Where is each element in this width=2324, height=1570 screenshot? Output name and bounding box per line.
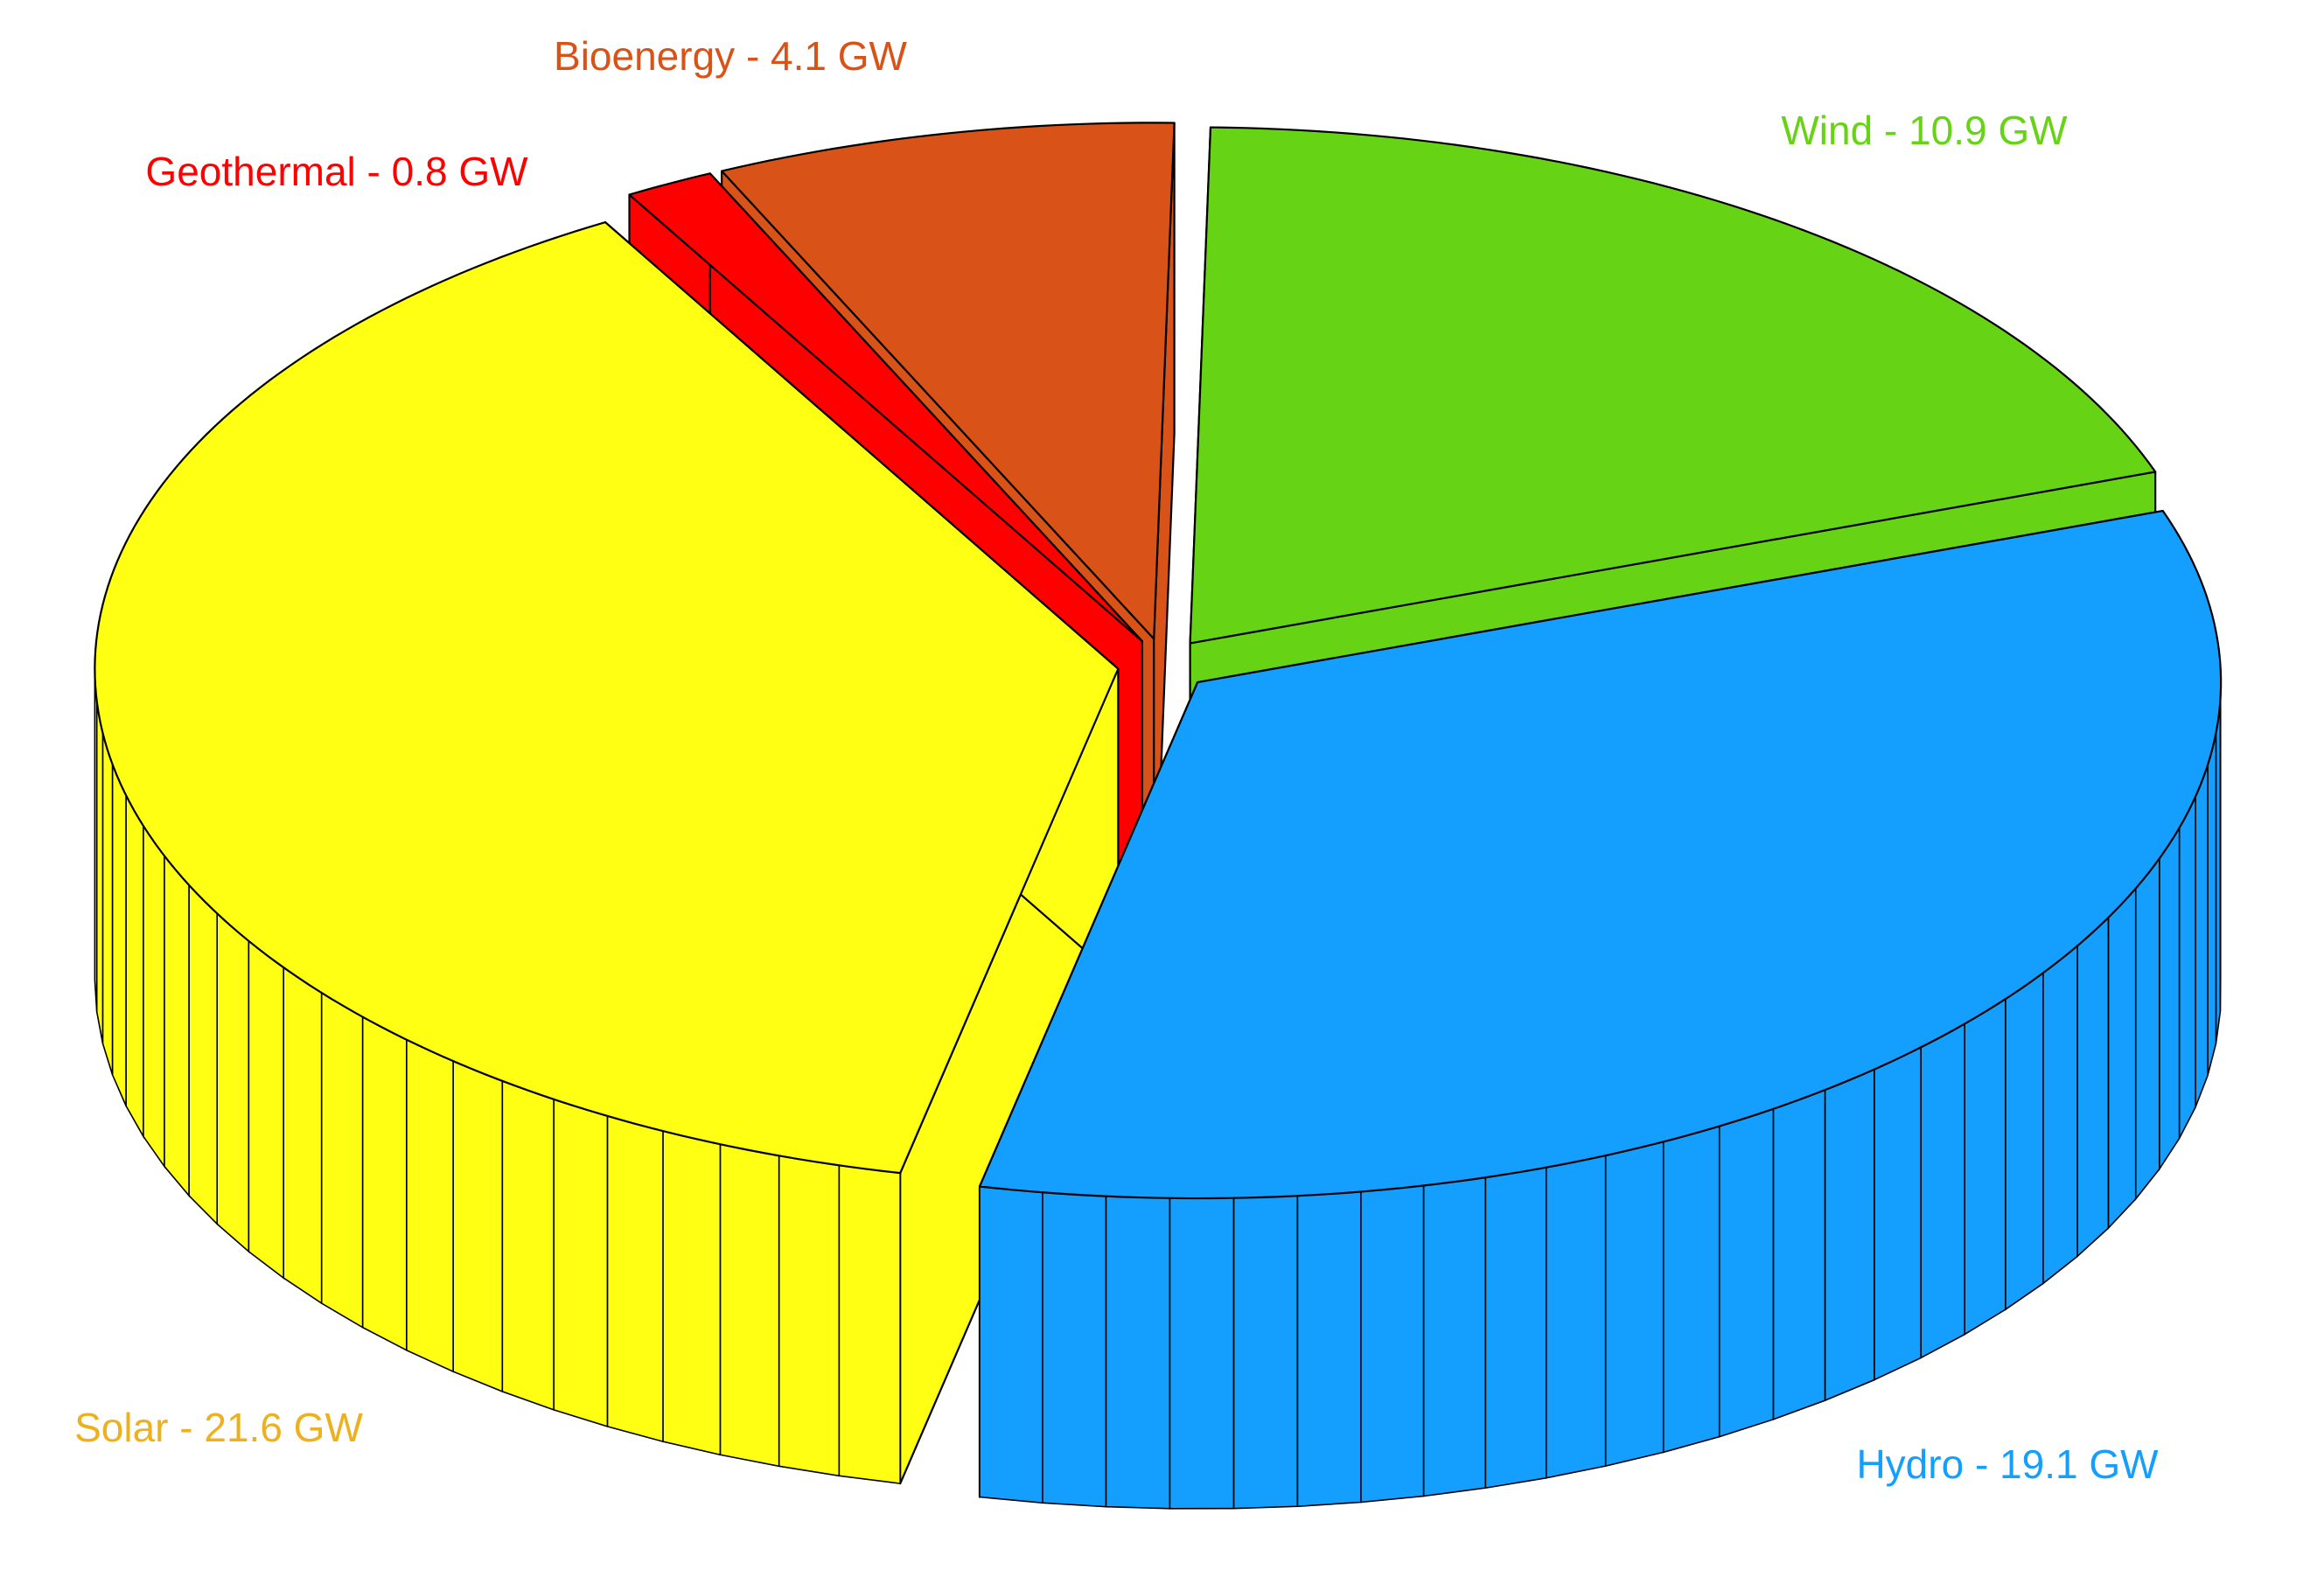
slice-labels: Wind - 10.9 GW Hydro - 19.1 GW Solar - 21.…: [74, 33, 2159, 1487]
slice-wall-facet-hydro: [1772, 1089, 1826, 1420]
slice-wall-facet-solar: [320, 991, 364, 1329]
slice-wall-facet-solar: [248, 939, 284, 1280]
slice-hydro: [978, 509, 2223, 1200]
slice-wall-facet-solar: [283, 966, 323, 1305]
slice-wall-facet-hydro: [1422, 1176, 1487, 1497]
slice-wall-facet-solar: [216, 911, 250, 1253]
slice-wall-facet-hydro: [1360, 1184, 1425, 1504]
slice-wall-facet-hydro: [1964, 997, 2006, 1336]
slice-wall-facet-hydro: [1920, 1022, 1965, 1359]
slice-wall-facet-hydro: [1874, 1046, 1922, 1381]
slice-wall-facet-solar: [111, 764, 127, 1106]
slice-wall-facet-solar: [143, 823, 165, 1169]
slice-wall-facet-hydro: [1105, 1195, 1171, 1510]
slice-wall-facet-solar: [778, 1155, 841, 1477]
slice-wall-facet-solar: [662, 1130, 722, 1456]
slice-wall-facet-solar: [101, 732, 114, 1075]
slice-wind: [1189, 126, 2157, 645]
slice-wall-facet-hydro: [2195, 764, 2209, 1108]
slice-wall-facet-hydro: [1604, 1141, 1664, 1468]
slice-wall-facet-hydro: [1484, 1166, 1547, 1490]
slice-wall-facet-hydro: [979, 1185, 1043, 1504]
slice-wall-facet-solar: [838, 1164, 902, 1485]
slice-wall-facet-hydro: [1296, 1190, 1362, 1508]
slice-wall-facet-hydro: [2207, 732, 2217, 1076]
slice-wall-facet-solar: [94, 669, 98, 1012]
slice-wall-facet-solar: [188, 883, 219, 1226]
slice-label-bioenergy: Bioenergy - 4.1 GW: [554, 33, 908, 79]
slice-wall-facet-hydro: [1545, 1155, 1607, 1479]
slice-wall-facet-solar: [361, 1015, 408, 1352]
slice-tops: [94, 122, 2223, 1200]
slice-wall-facet-hydro: [2134, 856, 2160, 1202]
slice-wall-facet-hydro: [1169, 1197, 1235, 1510]
slice-wall-facet-hydro: [1718, 1107, 1775, 1438]
slice-wall-facet-hydro: [1824, 1068, 1875, 1402]
slice-solar: [94, 221, 1120, 1175]
slice-wall-facet-solar: [501, 1079, 555, 1411]
slice-wall-facet-hydro: [1662, 1125, 1720, 1454]
slice-wall-facet-solar: [606, 1114, 664, 1443]
slice-wall-facet-hydro: [2076, 916, 2110, 1259]
slice-wall-facet-hydro: [2005, 971, 2044, 1311]
slice-label-solar: Solar - 21.6 GW: [74, 1405, 363, 1450]
slice-wall-facet-solar: [719, 1143, 780, 1468]
slice-wall-facet-solar: [125, 792, 144, 1140]
slice-wall-facet-hydro: [2159, 825, 2181, 1172]
slice-wall-facet-solar: [405, 1038, 454, 1373]
slice-wall-facet-hydro: [2042, 944, 2078, 1286]
slice-wall-facet-hydro: [2178, 796, 2196, 1139]
slice-wall-facet-hydro: [2107, 886, 2137, 1231]
slice-bioenergy: [721, 122, 1176, 640]
slice-wall-facet-solar: [164, 854, 190, 1198]
slice-wall-facet-hydro: [1232, 1195, 1299, 1510]
slice-label-geothermal: Geothermal - 0.8 GW: [145, 149, 528, 194]
slice-wall-facet-hydro: [1042, 1191, 1107, 1508]
slice-geothermal: [628, 172, 1143, 643]
slice-wall-facet-solar: [553, 1098, 609, 1428]
slice-label-wind: Wind - 10.9 GW: [1781, 108, 2068, 153]
slice-label-hydro: Hydro - 19.1 GW: [1856, 1441, 2159, 1487]
slice-wall-facet-solar: [95, 701, 104, 1044]
slice-wall-facet-solar: [452, 1059, 504, 1393]
